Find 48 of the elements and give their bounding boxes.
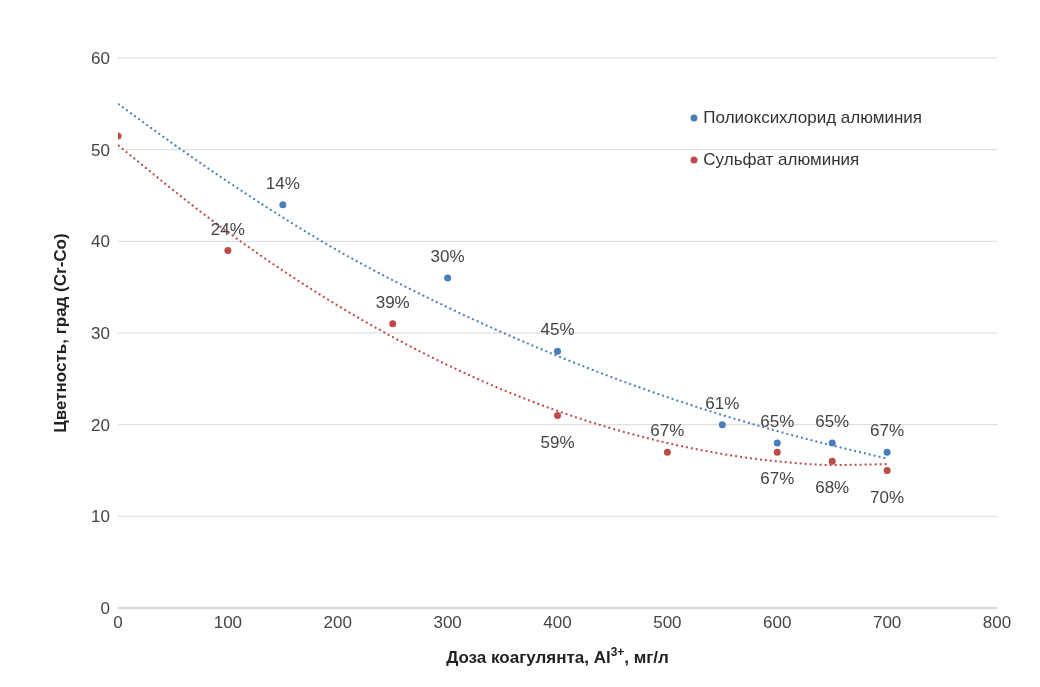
point bbox=[828, 439, 836, 447]
annotation: 65% bbox=[760, 412, 795, 431]
x-tick-label: 100 bbox=[213, 613, 243, 633]
annotation: 24% bbox=[210, 219, 245, 239]
y-tick-label: 10 bbox=[91, 507, 110, 527]
annotation: 30% bbox=[430, 247, 465, 266]
annotation: 65% bbox=[815, 412, 850, 431]
point bbox=[554, 347, 561, 355]
annotation: 14% bbox=[265, 173, 300, 193]
y-tick-label: 20 bbox=[91, 415, 110, 435]
legend-label: Сульфат алюминия bbox=[703, 150, 860, 170]
point bbox=[773, 439, 781, 447]
point bbox=[883, 448, 891, 456]
annotation: 39% bbox=[375, 292, 410, 312]
point bbox=[773, 448, 781, 456]
x-tick-label: 500 bbox=[653, 613, 682, 633]
annotation: 70% bbox=[870, 487, 905, 507]
y-tick-label: 60 bbox=[91, 49, 110, 69]
y-tick-label: 40 bbox=[91, 232, 110, 252]
legend-label: Полиоксихлорид алюминия bbox=[703, 108, 922, 128]
point bbox=[828, 457, 836, 465]
y-tick-label: 30 bbox=[91, 324, 110, 344]
x-axis-title: Доза коагулянта, Al$^{3+}$, мг/л bbox=[446, 645, 669, 667]
annotation: 67% bbox=[650, 421, 685, 441]
y-axis-title: Цветность, град (Cr-Co) bbox=[51, 233, 70, 433]
point bbox=[444, 274, 452, 282]
point bbox=[718, 421, 726, 429]
x-tick-label: 700 bbox=[872, 613, 902, 633]
y-tick-label: 0 bbox=[100, 599, 110, 619]
x-tick-label: 0 bbox=[113, 613, 123, 633]
annotation: 59% bbox=[540, 432, 575, 452]
x-tick-label: 200 bbox=[323, 613, 352, 633]
point bbox=[554, 412, 561, 419]
y-tick-label: 50 bbox=[91, 140, 110, 160]
x-tick-label: 300 bbox=[433, 613, 462, 633]
point bbox=[224, 247, 232, 254]
point bbox=[883, 467, 891, 474]
x-tick-label: 400 bbox=[543, 613, 572, 633]
point bbox=[389, 320, 397, 328]
point bbox=[279, 201, 287, 209]
x-tick-label: 800 bbox=[982, 613, 1012, 633]
annotation: 68% bbox=[815, 478, 850, 498]
annotation: 45% bbox=[540, 320, 575, 340]
annotation: 67% bbox=[760, 469, 795, 489]
annotation: 61% bbox=[705, 393, 740, 413]
x-tick-label: 600 bbox=[763, 613, 792, 633]
annotation: 67% bbox=[870, 421, 905, 441]
point bbox=[663, 448, 671, 456]
